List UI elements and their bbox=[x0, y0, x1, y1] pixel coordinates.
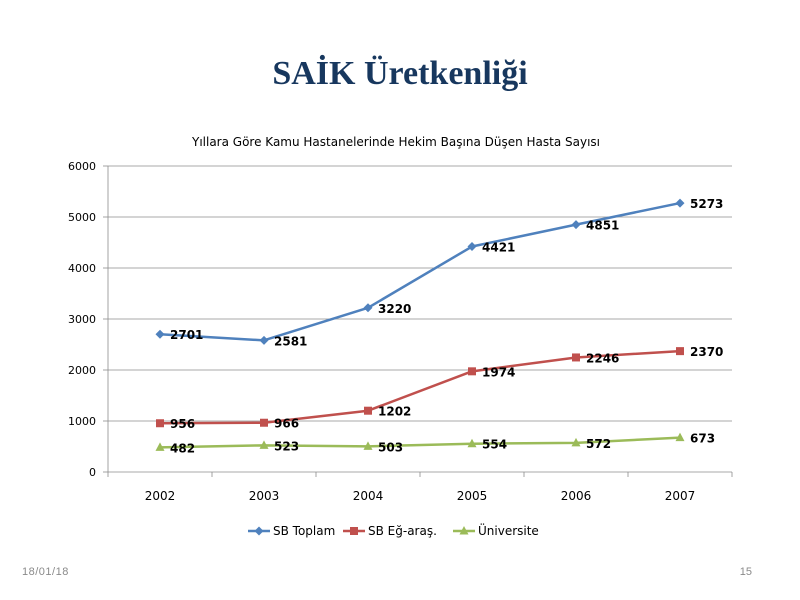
legend-label: Üniversite bbox=[478, 522, 539, 538]
data-point bbox=[155, 329, 165, 339]
series-0 bbox=[155, 198, 685, 345]
data-label: 1202 bbox=[378, 405, 411, 419]
data-point bbox=[675, 198, 685, 208]
y-tick-label: 3000 bbox=[68, 313, 96, 326]
x-tick-label: 2003 bbox=[249, 489, 280, 503]
data-label: 554 bbox=[482, 438, 507, 452]
legend: SB Toplam SB Eğ-araş. Üniversite bbox=[248, 522, 539, 538]
slide-title: SAİK Üretkenliği bbox=[272, 55, 528, 92]
data-point bbox=[459, 526, 469, 535]
data-label: 482 bbox=[170, 441, 195, 455]
data-point bbox=[571, 437, 581, 447]
data-point bbox=[260, 418, 268, 427]
data-labels: 2701 2581 3220 4421 4851 5273 956 966 1202 1974 22… bbox=[170, 197, 723, 455]
chart-title: Yıllara Göre Kamu Hastanelerinde Hekim B… bbox=[191, 135, 600, 149]
data-label: 572 bbox=[586, 437, 611, 451]
data-point bbox=[676, 347, 684, 356]
data-point bbox=[259, 335, 269, 345]
data-label: 5273 bbox=[690, 197, 723, 211]
y-tick-label: 5000 bbox=[68, 211, 96, 224]
data-label: 2701 bbox=[170, 328, 203, 342]
x-tick-label: 2007 bbox=[665, 489, 696, 503]
series-1 bbox=[156, 347, 684, 428]
series-line bbox=[159, 436, 681, 449]
data-label: 956 bbox=[170, 417, 195, 431]
data-point bbox=[259, 440, 269, 449]
data-label: 3220 bbox=[378, 302, 411, 316]
gridlines bbox=[108, 165, 732, 422]
data-point bbox=[363, 441, 373, 450]
data-point bbox=[350, 527, 358, 535]
legend-item: SB Eğ-araş. bbox=[343, 524, 437, 538]
data-point bbox=[254, 526, 264, 536]
data-label: 1974 bbox=[482, 365, 515, 379]
data-point bbox=[363, 303, 373, 313]
data-label: 673 bbox=[690, 432, 715, 446]
line-chart: Yıllara Göre Kamu Hastanelerinde Hekim B… bbox=[68, 135, 733, 538]
legend-label: SB Eğ-araş. bbox=[368, 524, 437, 538]
data-label: 4851 bbox=[586, 219, 619, 233]
series-2 bbox=[155, 432, 685, 451]
y-tick-label: 4000 bbox=[68, 262, 96, 275]
data-point bbox=[675, 432, 685, 442]
data-point bbox=[571, 220, 581, 230]
data-point bbox=[572, 353, 580, 362]
x-tick-label: 2005 bbox=[457, 489, 488, 503]
data-label: 2581 bbox=[274, 334, 307, 348]
page-number: 15 bbox=[739, 566, 752, 578]
y-tick-label: 6000 bbox=[68, 160, 96, 173]
x-tick-label: 2004 bbox=[353, 489, 384, 503]
legend-label: SB Toplam bbox=[273, 524, 335, 538]
data-label: 2246 bbox=[586, 351, 619, 365]
data-point bbox=[155, 442, 165, 451]
data-point bbox=[468, 367, 476, 376]
x-tick-label: 2002 bbox=[145, 489, 176, 503]
axes: 0 1000 2000 3000 4000 5000 6000 2002 2003 2004 200… bbox=[68, 160, 733, 503]
data-label: 503 bbox=[378, 440, 403, 454]
data-point bbox=[364, 406, 372, 415]
y-tick-label: 1000 bbox=[68, 415, 96, 428]
data-label: 523 bbox=[274, 439, 299, 453]
data-point bbox=[467, 242, 477, 252]
series-group bbox=[155, 198, 685, 451]
data-label: 966 bbox=[274, 417, 299, 431]
data-label: 2370 bbox=[690, 345, 723, 359]
footer-date: 18/01/18 bbox=[22, 566, 69, 578]
legend-item: SB Toplam bbox=[248, 524, 335, 538]
data-label: 4421 bbox=[482, 241, 515, 255]
legend-item: Üniversite bbox=[453, 522, 539, 538]
x-tick-label: 2006 bbox=[561, 489, 592, 503]
y-tick-label: 2000 bbox=[68, 364, 96, 377]
data-point bbox=[156, 419, 164, 428]
series-line bbox=[159, 201, 681, 342]
series-line bbox=[159, 349, 681, 425]
data-point bbox=[467, 438, 477, 448]
y-tick-label: 0 bbox=[89, 466, 96, 479]
